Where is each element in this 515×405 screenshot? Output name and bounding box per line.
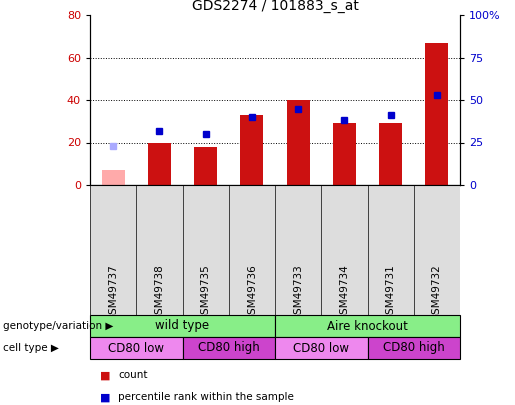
- Text: CD80 high: CD80 high: [198, 341, 260, 354]
- Bar: [275, 337, 368, 359]
- Bar: [194, 147, 217, 185]
- Bar: [425, 43, 449, 185]
- Text: ■: ■: [100, 370, 111, 380]
- Bar: [241, 115, 264, 185]
- Bar: [275, 315, 460, 337]
- Bar: [148, 143, 171, 185]
- Bar: [90, 337, 182, 359]
- Text: count: count: [118, 370, 148, 380]
- Text: Aire knockout: Aire knockout: [327, 320, 408, 333]
- Bar: [101, 170, 125, 185]
- Text: percentile rank within the sample: percentile rank within the sample: [118, 392, 294, 403]
- Text: ■: ■: [100, 392, 111, 403]
- Bar: [333, 124, 356, 185]
- Bar: [182, 337, 275, 359]
- Bar: [379, 124, 402, 185]
- Title: GDS2274 / 101883_s_at: GDS2274 / 101883_s_at: [192, 0, 358, 13]
- Text: genotype/variation ▶: genotype/variation ▶: [3, 321, 113, 331]
- Bar: [90, 315, 275, 337]
- Bar: [286, 100, 310, 185]
- Text: cell type ▶: cell type ▶: [3, 343, 58, 353]
- Bar: [368, 337, 460, 359]
- Text: wild type: wild type: [156, 320, 210, 333]
- Text: CD80 low: CD80 low: [293, 341, 349, 354]
- Text: CD80 high: CD80 high: [383, 341, 444, 354]
- Text: CD80 low: CD80 low: [108, 341, 164, 354]
